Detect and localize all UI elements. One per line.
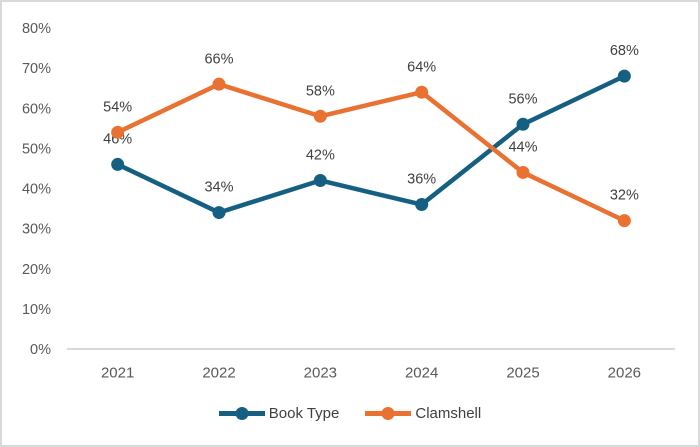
- y-axis-tick-label: 60%: [22, 101, 51, 117]
- data-point-clamshell: [212, 77, 226, 91]
- data-point-clamshell: [617, 214, 631, 228]
- data-point-book-type: [516, 117, 530, 131]
- y-axis-tick-label: 80%: [22, 21, 51, 37]
- data-label: 44%: [508, 140, 537, 156]
- x-axis-label: 2025: [506, 364, 539, 381]
- data-point-book-type: [111, 157, 125, 171]
- y-axis-tick-label: 0%: [30, 342, 51, 358]
- data-point-clamshell: [516, 165, 530, 179]
- data-label: 54%: [103, 99, 132, 115]
- y-axis-tick-label: 30%: [22, 222, 51, 238]
- data-label: 34%: [204, 180, 233, 196]
- legend-item-book-type: Book Type: [218, 405, 340, 422]
- series-line-clamshell: [115, 81, 627, 223]
- data-label: 66%: [204, 51, 233, 67]
- chart-legend: Book Type Clamshell: [2, 405, 698, 422]
- data-point-book-type: [313, 173, 327, 187]
- x-axis-label: 2021: [101, 364, 134, 381]
- x-axis-label: 2024: [405, 364, 438, 381]
- x-axis-label: 2023: [304, 364, 337, 381]
- data-label: 56%: [508, 91, 537, 107]
- legend-label-book-type: Book Type: [268, 405, 340, 422]
- data-label: 46%: [103, 132, 132, 148]
- data-point-clamshell: [415, 85, 429, 99]
- data-label: 68%: [610, 43, 639, 59]
- data-label: 32%: [610, 188, 639, 204]
- data-label: 36%: [407, 172, 436, 188]
- y-axis-tick-label: 20%: [22, 262, 51, 278]
- data-label: 58%: [306, 83, 335, 99]
- data-point-clamshell: [313, 109, 327, 123]
- data-label: 42%: [306, 148, 335, 164]
- y-axis-tick-label: 10%: [22, 302, 51, 318]
- data-label: 64%: [407, 59, 436, 75]
- legend-item-clamshell: Clamshell: [365, 405, 481, 422]
- data-point-clamshell: [111, 125, 125, 139]
- data-point-book-type: [415, 198, 429, 212]
- y-axis-tick-label: 40%: [22, 182, 51, 198]
- x-axis-label: 2022: [202, 364, 235, 381]
- data-point-book-type: [617, 69, 631, 83]
- x-axis-label: 2026: [608, 364, 641, 381]
- legend-swatch-book-type-icon: [218, 407, 265, 420]
- data-point-book-type: [212, 206, 226, 220]
- y-axis-tick-label: 50%: [22, 141, 51, 157]
- series-line-book-type: [115, 73, 627, 215]
- y-axis-tick-label: 70%: [22, 61, 51, 77]
- legend-swatch-clamshell-icon: [365, 407, 412, 420]
- legend-label-clamshell: Clamshell: [415, 405, 482, 422]
